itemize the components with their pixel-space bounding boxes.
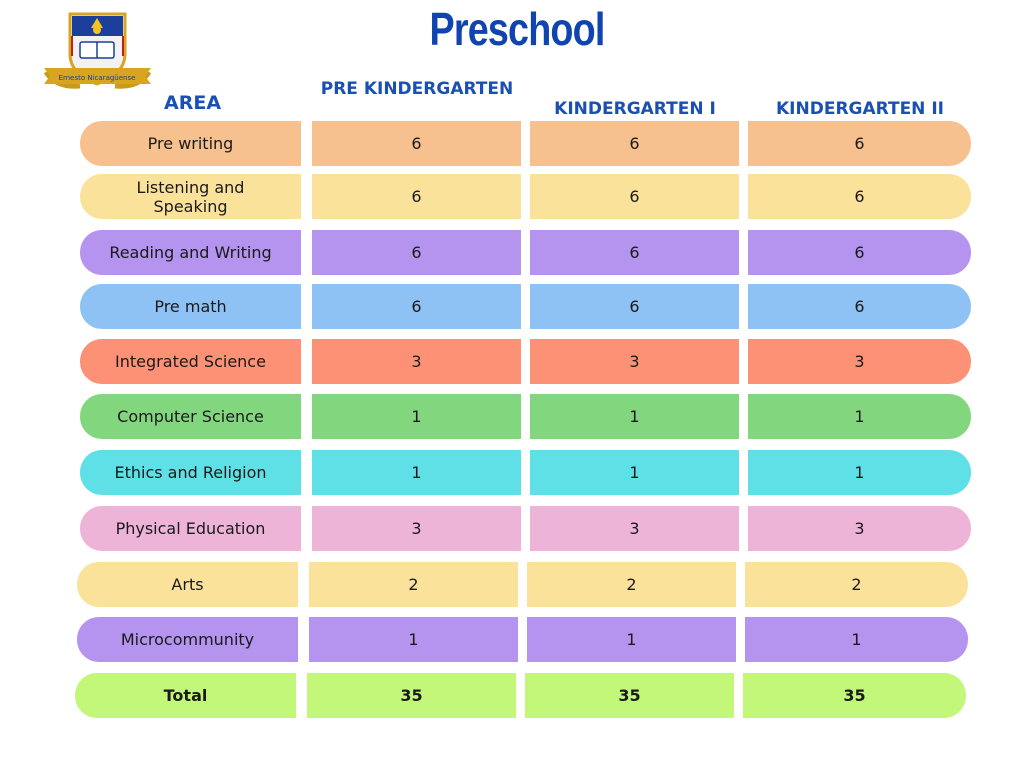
kindergarten-1-cell: 3 <box>530 506 739 551</box>
kindergarten-2-cell: 1 <box>745 617 968 662</box>
area-cell: Reading and Writing <box>80 230 301 275</box>
kindergarten-2-cell: 6 <box>748 230 971 275</box>
area-cell: Microcommunity <box>77 617 298 662</box>
kindergarten-1-cell: 1 <box>527 617 736 662</box>
kindergarten-1-cell: 2 <box>527 562 736 607</box>
kindergarten-1-cell: 6 <box>530 284 739 329</box>
pre-kindergarten-total-cell: 35 <box>307 673 516 718</box>
pre-kindergarten-cell: 1 <box>312 394 521 439</box>
kindergarten-1-cell: 1 <box>530 394 739 439</box>
kindergarten-1-cell: 3 <box>530 339 739 384</box>
kindergarten-2-cell: 1 <box>748 394 971 439</box>
page-title: Preschool <box>429 3 606 55</box>
total-label-cell: Total <box>75 673 296 718</box>
pre-kindergarten-cell: 1 <box>309 617 518 662</box>
area-cell: Computer Science <box>80 394 301 439</box>
kindergarten-2-cell: 3 <box>748 506 971 551</box>
pre-kindergarten-cell: 3 <box>312 339 521 384</box>
pre-kindergarten-cell: 6 <box>312 174 521 219</box>
kindergarten-2-cell: 6 <box>748 174 971 219</box>
kindergarten-2-total-cell: 35 <box>743 673 966 718</box>
pre-kindergarten-cell: 6 <box>312 121 521 166</box>
pre-kindergarten-cell: 2 <box>309 562 518 607</box>
kindergarten-1-cell: 6 <box>530 174 739 219</box>
kindergarten-2-cell: 6 <box>748 121 971 166</box>
area-cell: Arts <box>77 562 298 607</box>
kindergarten-1-total-cell: 35 <box>525 673 734 718</box>
area-cell: Listening and Speaking <box>80 174 301 219</box>
header-area: AREA <box>164 92 222 114</box>
header-kindergarten-1: KINDERGARTEN I <box>554 99 716 119</box>
kindergarten-1-cell: 6 <box>530 121 739 166</box>
area-cell: Pre writing <box>80 121 301 166</box>
pre-kindergarten-cell: 3 <box>312 506 521 551</box>
header-pre-kindergarten: PRE KINDERGARTEN <box>320 79 514 99</box>
school-logo: Ernesto Nicaragüense <box>43 12 152 89</box>
pre-kindergarten-cell: 1 <box>312 450 521 495</box>
header-kindergarten-2: KINDERGARTEN II <box>776 99 944 119</box>
kindergarten-2-cell: 3 <box>748 339 971 384</box>
area-cell: Physical Education <box>80 506 301 551</box>
area-cell: Pre math <box>80 284 301 329</box>
area-cell: Ethics and Religion <box>80 450 301 495</box>
area-cell: Integrated Science <box>80 339 301 384</box>
kindergarten-1-cell: 1 <box>530 450 739 495</box>
kindergarten-2-cell: 2 <box>745 562 968 607</box>
logo-ribbon-text: Ernesto Nicaragüense <box>59 74 136 82</box>
pre-kindergarten-cell: 6 <box>312 230 521 275</box>
kindergarten-1-cell: 6 <box>530 230 739 275</box>
kindergarten-2-cell: 6 <box>748 284 971 329</box>
pre-kindergarten-cell: 6 <box>312 284 521 329</box>
kindergarten-2-cell: 1 <box>748 450 971 495</box>
